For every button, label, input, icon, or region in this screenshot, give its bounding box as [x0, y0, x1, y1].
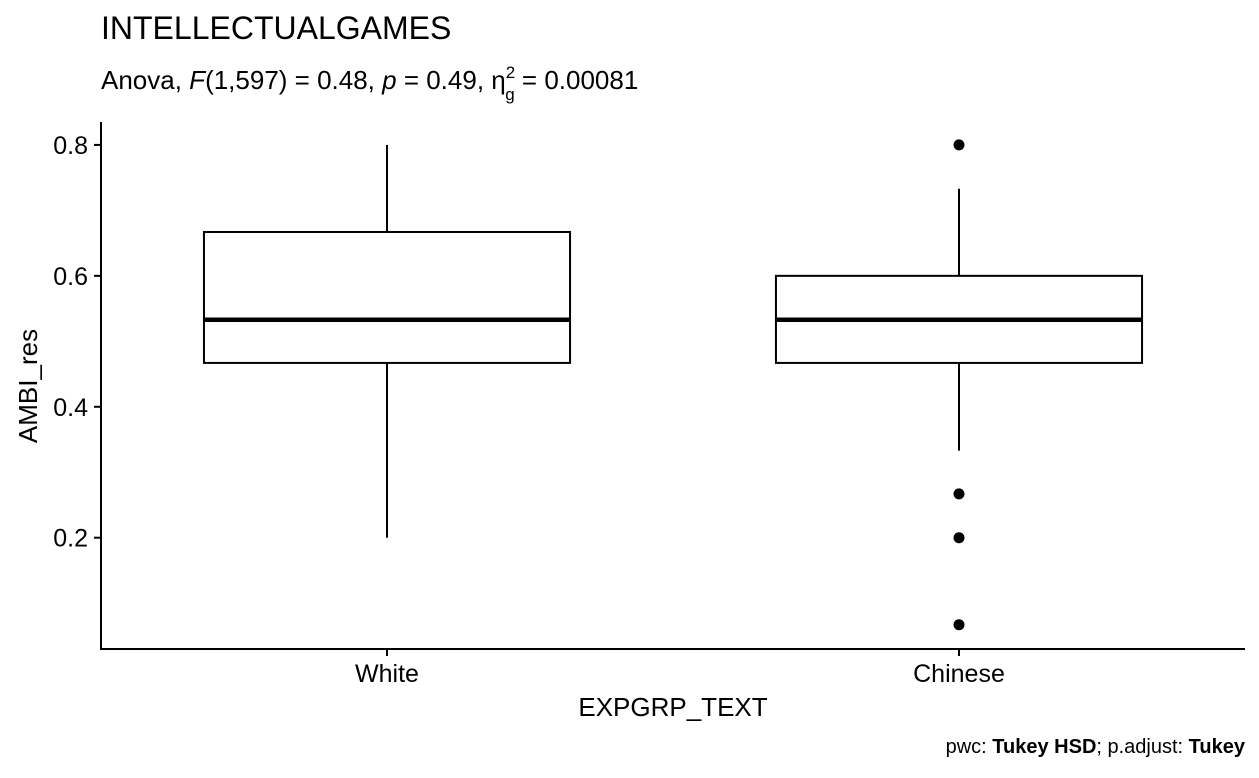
subtitle-f-args: (1,597) = 0.48, — [205, 65, 382, 95]
y-tick-label: 0.6 — [53, 263, 88, 291]
outlier-point — [953, 532, 965, 544]
y-axis-ticks: 0.2 0.4 0.6 0.8 — [53, 132, 101, 553]
caption-sep: ; p.adjust: — [1096, 736, 1188, 758]
box-plots — [202, 139, 1144, 631]
x-tick-label: Chinese — [913, 660, 1005, 688]
y-tick-label: 0.8 — [53, 132, 88, 160]
box-iqr — [202, 230, 572, 364]
outlier-point — [953, 619, 965, 631]
subtitle-p-value: = 0.49, — [397, 65, 492, 95]
subtitle-eta-sup: 2 — [506, 63, 515, 82]
box-group-chinese — [774, 139, 1144, 631]
chart-subtitle: Anova, F(1,597) = 0.48, p = 0.49, η2 g = … — [101, 63, 638, 104]
subtitle-eta-symbol: η — [491, 65, 505, 95]
x-tick-label: White — [355, 660, 419, 688]
subtitle-p-symbol: p — [381, 65, 396, 95]
caption-pwc-label: pwc: — [946, 736, 993, 758]
subtitle-f-symbol: F — [189, 65, 207, 95]
x-axis-title: EXPGRP_TEXT — [578, 692, 767, 722]
subtitle-eta-sub: g — [505, 85, 514, 104]
box-group-white — [202, 144, 572, 538]
y-tick-label: 0.4 — [53, 394, 88, 422]
subtitle-eta-value: = 0.00081 — [515, 65, 639, 95]
caption-adjust-value: Tukey — [1189, 736, 1246, 758]
caption-pwc-value: Tukey HSD — [992, 736, 1096, 758]
y-axis-title: AMBI_res — [13, 329, 43, 443]
x-axis-ticks: White Chinese — [355, 649, 1005, 688]
subtitle-prefix: Anova, — [101, 65, 189, 95]
chart-title: INTELLECTUALGAMES — [101, 10, 451, 46]
outlier-point — [953, 488, 965, 500]
outlier-point — [953, 139, 965, 151]
y-tick-label: 0.2 — [53, 525, 88, 553]
chart-caption: pwc: Tukey HSD; p.adjust: Tukey — [946, 736, 1246, 758]
